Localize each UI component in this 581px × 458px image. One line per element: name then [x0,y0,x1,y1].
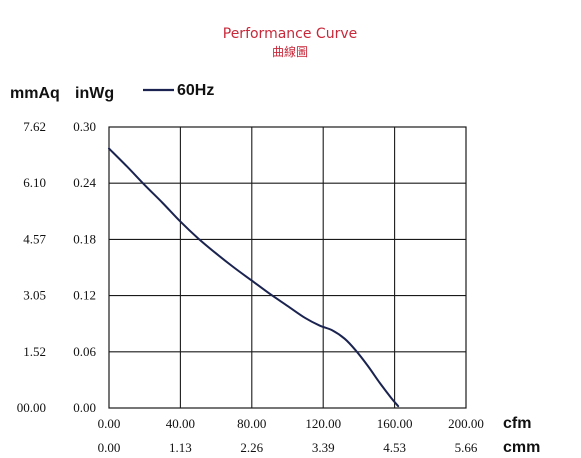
y-tick-label-secondary: 4.57 [23,231,46,246]
data-point [379,383,381,385]
data-point [197,238,199,240]
x-tick-label-secondary: 3.39 [312,440,335,455]
data-point [367,365,369,367]
data-point [354,349,356,351]
x-tick-label: 160.00 [377,416,413,431]
data-point [215,253,217,255]
data-point [126,165,128,167]
x-tick-label: 120.00 [305,416,341,431]
series-line-60hz [108,147,400,408]
x-tick-label: 0.00 [98,416,121,431]
data-point [390,397,392,399]
y-tick-label: 0.24 [73,175,96,190]
data-point [144,184,146,186]
y-tick-label: 0.12 [73,288,96,303]
x-tick-label-secondary: 1.13 [169,440,192,455]
data-point [162,202,164,204]
data-point [251,280,253,282]
x-axis-label: cfm [503,415,531,432]
x-tick-label-secondary: 0.00 [98,440,121,455]
y-axis-label-secondary: mmAq [10,85,60,102]
chart-title: Performance Curve [223,26,357,42]
data-point [287,305,289,307]
x-axis-label-secondary: cmm [503,439,540,456]
grid [109,127,466,408]
data-point [331,329,333,331]
data-point [319,325,321,327]
y-tick-label: 0.00 [73,400,96,415]
tick-labels: 0.000.0040.001.1380.002.26120.003.39160.… [17,119,484,455]
y-tick-label-secondary: 7.62 [23,119,46,134]
x-tick-label-secondary: 5.66 [455,440,478,455]
legend-label-60hz: 60Hz [177,82,214,99]
data-point [304,317,306,319]
y-axis-label: inWg [75,85,114,102]
data-point [344,338,346,340]
y-tick-label-secondary: 1.52 [23,344,46,359]
x-tick-label-secondary: 2.26 [240,440,263,455]
data-point [233,267,235,269]
data-point [108,148,110,150]
y-tick-label-secondary: 00.00 [17,400,46,415]
y-tick-label: 0.06 [73,344,96,359]
x-tick-label: 200.00 [448,416,484,431]
data-point [180,221,182,223]
y-tick-label-secondary: 6.10 [23,175,46,190]
y-tick-label-secondary: 3.05 [23,288,46,303]
x-tick-label: 80.00 [237,416,266,431]
y-tick-label: 0.30 [73,119,96,134]
chart-subtitle: 曲線圖 [272,44,308,59]
y-tick-label: 0.18 [73,231,96,246]
x-tick-label-secondary: 4.53 [383,440,406,455]
data-point [397,405,399,407]
data-point [269,293,271,295]
x-tick-label: 40.00 [166,416,195,431]
series-layer [108,147,400,408]
plot-frame [108,126,467,409]
